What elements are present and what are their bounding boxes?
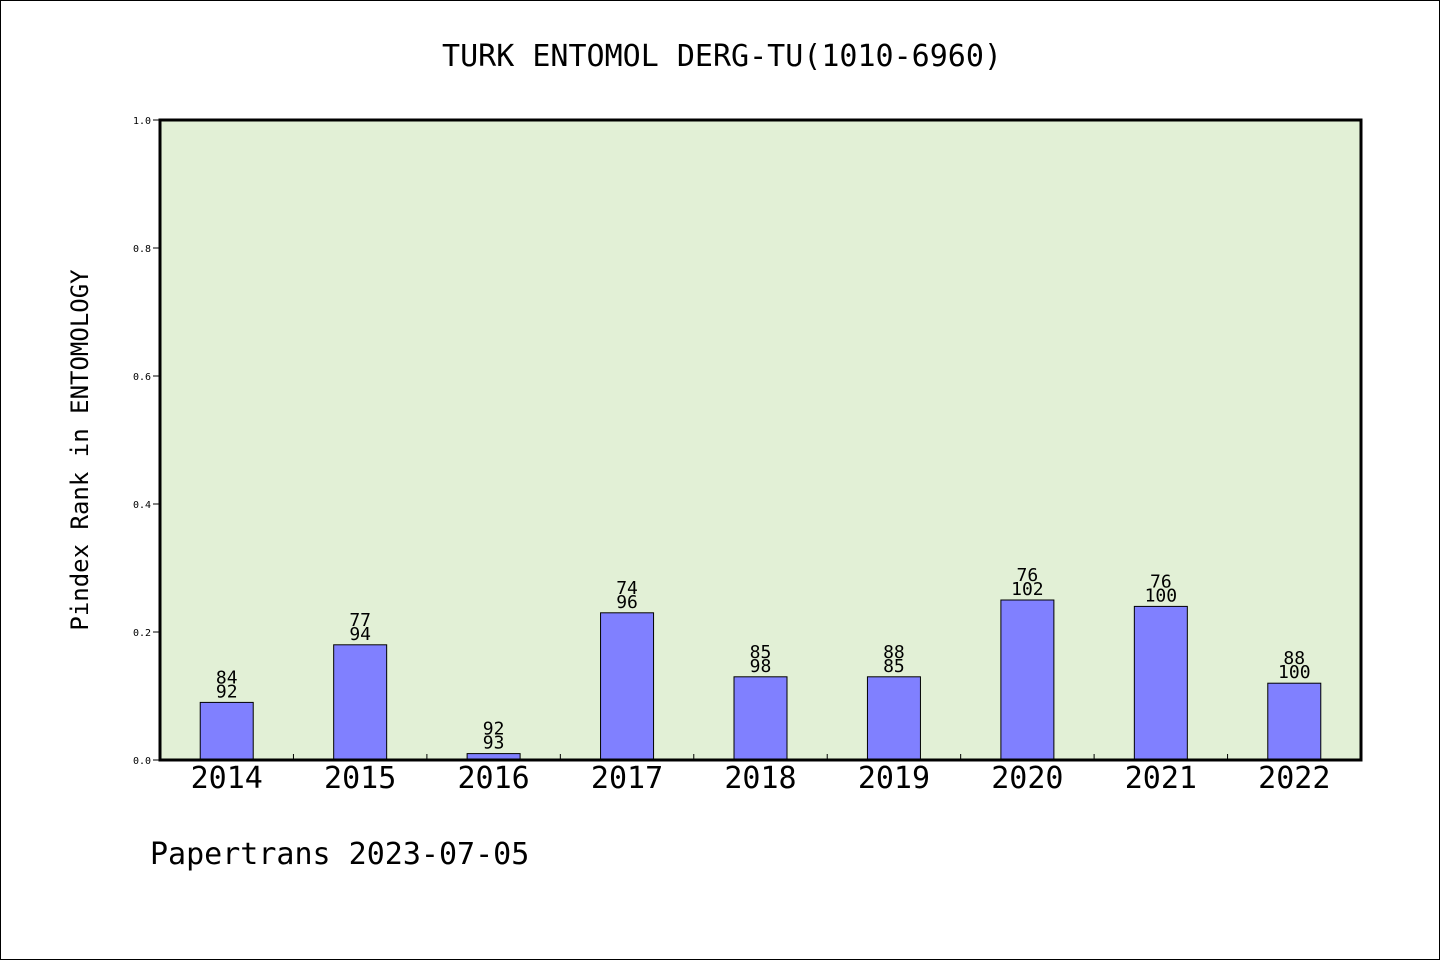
bar-label-bottom: 85 [883,656,905,677]
bar-label-top: 88 [1283,648,1305,669]
bar-2015 [333,644,388,761]
bar-label-bottom: 93 [483,733,505,754]
x-tick-label: 2022 [1258,761,1330,796]
bar-label-top: 85 [750,642,772,663]
y-tick-label: 1.0 [133,116,151,127]
bar-2020 [1000,599,1055,761]
x-tick-label: 2021 [1125,761,1197,796]
bar-label-top: 74 [616,578,638,599]
bar-label-top: 88 [883,642,905,663]
plot-border [158,118,1363,762]
x-tick-label: 2019 [858,761,930,796]
x-tick-label: 2016 [457,761,529,796]
bar-label-top: 76 [1017,565,1039,586]
y-axis-label: Pindex Rank in ENTOMOLOGY [66,269,94,631]
y-tick-label: 0.4 [133,500,151,511]
y-tick-label: 0.6 [133,372,151,383]
x-tick-label: 2018 [724,761,796,796]
bar-label-bottom: 102 [1011,579,1044,600]
chart-title: TURK ENTOMOL DERG-TU(1010-6960) [442,39,1002,74]
x-tick-label: 2014 [191,761,263,796]
bar-label-bottom: 98 [750,656,772,677]
x-tick-label: 2020 [991,761,1063,796]
bar-label-top: 76 [1150,571,1172,592]
bar-label-top: 84 [216,667,238,688]
bar-2014 [199,701,254,761]
y-axis: 0.0 0.2 0.4 0.6 0.8 1.0 [133,116,160,767]
bar-label-top: 92 [483,719,505,740]
y-tick-label: 0.0 [133,756,151,767]
bar-label-bottom: 100 [1278,662,1311,683]
footer-credit: Papertrans 2023-07-05 [150,837,529,872]
bar-label-bottom: 94 [349,624,371,645]
y-tick-label: 0.8 [133,244,151,255]
y-tick-label: 0.2 [133,628,151,639]
x-axis: 2014 2015 2016 2017 2018 2019 2020 2021 2022 [191,754,1330,796]
x-tick-label: 2017 [591,761,663,796]
bar-2019 [866,676,921,761]
x-tick-label: 2015 [324,761,396,796]
bar-label-bottom: 92 [216,681,238,702]
bar-2021 [1133,605,1188,761]
bar-2017 [600,612,655,761]
bar-label-bottom: 100 [1145,585,1178,606]
bar-label-bottom: 96 [616,592,638,613]
bar-2022 [1267,682,1322,761]
bar-2018 [733,676,788,761]
bar-label-top: 77 [349,610,371,631]
